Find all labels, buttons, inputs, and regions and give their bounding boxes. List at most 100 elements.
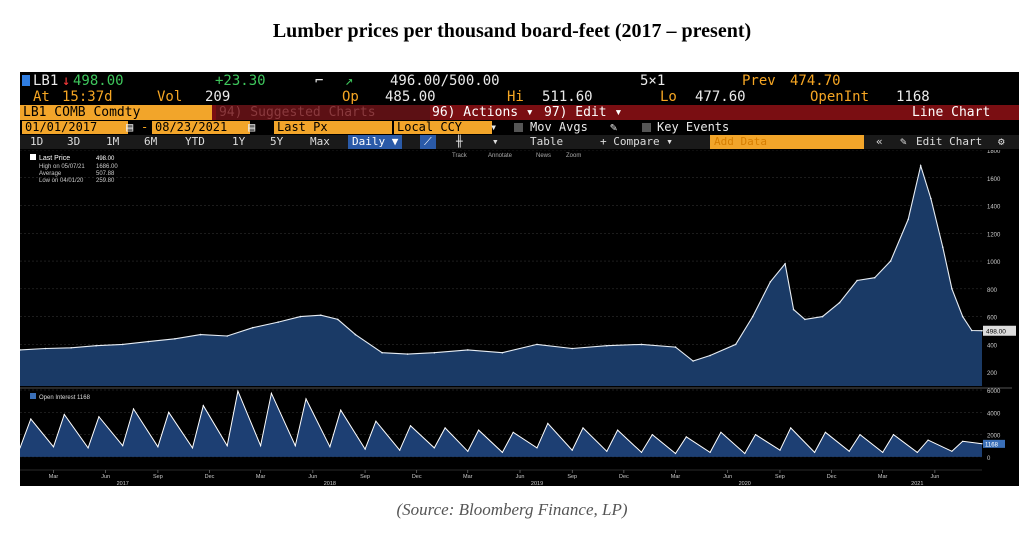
period-select[interactable]: Daily ▼ [348,135,403,149]
last-price: 498.00 [73,73,124,89]
oi-point [63,413,65,416]
news-tool[interactable]: News [536,153,551,159]
price-point [433,351,436,354]
price-point [337,318,339,321]
annotate-tool[interactable]: Annotate [488,153,513,159]
price-point [792,308,795,311]
oi-point [547,422,549,424]
oi-point [720,431,722,433]
range-1d-button[interactable]: 1D [30,135,44,148]
pencil-icon[interactable]: ✎ [610,120,618,134]
line-chart-icon[interactable]: ⟋ [420,135,436,149]
currency-select[interactable]: Local CCY [394,121,492,134]
calendar-icon[interactable]: ▤ [248,120,256,134]
price-point [199,333,202,336]
oi-point [87,447,89,449]
edit-chart-button[interactable]: Edit Chart [916,135,983,148]
zoom-tool[interactable]: Zoom [566,153,581,159]
oi-point [340,409,342,411]
oi-point [329,446,331,448]
price-point [804,318,806,321]
oi-point [536,447,538,449]
security-field[interactable]: LB1 COMB Comdty [20,105,212,120]
gear-icon[interactable]: ⚙ [998,135,1005,148]
month-tick-label: Dec [205,474,215,480]
table-button[interactable]: Table [530,135,564,148]
hi-label: Hi [507,89,524,105]
oi-point [927,439,929,441]
oi-tag [983,439,1005,448]
price-y-tick-label: 400 [987,343,998,349]
price-point [251,326,254,329]
oi-point [375,420,377,422]
price-y-tick-label: 800 [987,288,998,294]
oi-point [433,447,435,449]
month-tick-label: Jun [930,474,939,480]
range-max-button[interactable]: Max [310,135,330,148]
openint-value: 1168 [896,89,930,105]
oi-point [892,434,895,436]
price-point [961,315,964,318]
price-point [889,260,892,262]
oi-point [512,431,514,433]
price-line [20,163,983,362]
add-data-input[interactable]: Add Data [710,135,864,149]
actions-menu[interactable]: 96) Actions ▾ [432,105,534,120]
oi-point [582,427,584,429]
down-arrow-icon: ↓ [62,73,71,89]
oi-point [685,436,687,438]
end-date-input[interactable]: 08/23/2021 [152,121,250,134]
price-point [640,343,643,346]
month-tick-label: Mar [878,474,888,480]
key-events-checkbox[interactable] [642,123,651,132]
security-bar: LB1 COMB Comdty 94) Suggested Charts 96)… [20,105,1019,120]
chevron-down-icon[interactable]: ▾ [492,135,499,148]
price-y-tick-label: 1200 [987,232,1001,238]
range-1m-button[interactable]: 1M [106,135,120,148]
range-3d-button[interactable]: 3D [67,135,81,148]
change: +23.30 [215,73,266,89]
oi-point [981,443,983,445]
price-chart: Track Annotate News Zoom 200 400 600 800 100… [20,150,1016,486]
oi-point [501,451,503,453]
calendar-icon[interactable]: ▤ [126,120,134,134]
oi-y-tick-label: 0 [987,456,991,462]
year-tick-label: 2021 [911,481,923,486]
price-point [709,354,711,357]
range-ytd-button[interactable]: YTD [185,135,205,148]
date-separator: - [141,120,149,134]
oi-point [237,390,239,392]
oi-point [779,449,781,451]
field-select[interactable]: Last Px [274,121,392,134]
month-tick-label: Mar [463,474,473,480]
year-tick-label: 2019 [531,481,543,486]
edit-menu[interactable]: 97) Edit ▾ [544,105,623,120]
oi-point [848,450,850,452]
oi-point [444,427,446,429]
last-price-tag-label: 498.00 [986,329,1006,336]
mov-avgs-checkbox[interactable] [514,123,523,132]
pencil-icon[interactable]: ✎ [900,135,907,148]
collapse-icon[interactable]: « [876,135,883,148]
source-note: (Source: Bloomberg Finance, LP) [396,500,628,519]
compare-button[interactable]: + Compare ▾ [600,135,673,148]
track-tool[interactable]: Track [452,153,468,159]
chevron-down-icon[interactable]: ▾ [490,120,498,134]
range-1y-button[interactable]: 1Y [232,135,246,148]
range-6m-button[interactable]: 6M [144,135,158,148]
oi-point [651,434,653,436]
price-point [951,288,953,290]
price-point [501,351,504,354]
date-range-bar: 01/01/2017 ▤ - 08/23/2021 ▤ Last Px Loca… [20,121,1019,134]
price-point [769,281,772,283]
bar-chart-icon[interactable]: ╫ [456,135,463,148]
start-date-input[interactable]: 01/01/2017 [22,121,128,134]
oi-point [157,446,159,448]
price-point [406,353,409,355]
oi-area [20,391,982,457]
price-y-tick-label: 600 [987,316,998,322]
range-5y-button[interactable]: 5Y [270,135,284,148]
size: 5×1 [640,73,666,89]
price-point [44,347,47,350]
suggested-charts-button[interactable]: 94) Suggested Charts [216,105,430,120]
